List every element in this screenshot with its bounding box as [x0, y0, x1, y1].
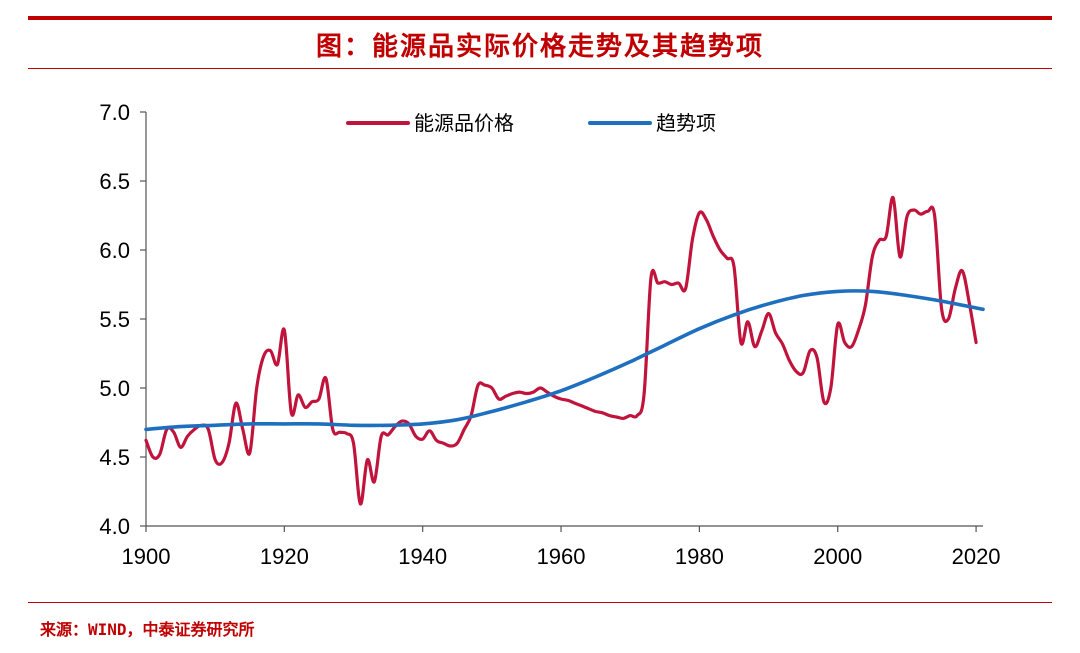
- header-top-rule: [28, 16, 1052, 20]
- y-tick-label: 4.0: [99, 514, 130, 539]
- series-line-1: [144, 195, 978, 506]
- page-title: 图：能源品实际价格走势及其趋势项: [315, 32, 764, 62]
- x-tick-label: 1920: [260, 544, 309, 569]
- x-tick-label: 1900: [122, 544, 171, 569]
- legend-label-series-1: 能源品价格: [414, 111, 514, 135]
- x-tick-label: 1960: [537, 544, 586, 569]
- header-bottom-rule: [28, 68, 1052, 69]
- y-tick-label: 4.5: [99, 445, 130, 470]
- chart-axes: 4.0 4.5 5.0 5.5 6.0 6.5 7.0 1900 1920 1940 1960 198…: [99, 100, 1000, 569]
- chart-legend: 能源品价格 趋势项: [346, 111, 716, 135]
- y-tick-label: 6.5: [99, 169, 130, 194]
- x-tick-label: 1980: [675, 544, 724, 569]
- energy-price-chart: 4.0 4.5 5.0 5.5 6.0 6.5 7.0 1900 1920 1940 1960 198…: [99, 100, 1000, 569]
- x-tick-label: 1940: [398, 544, 447, 569]
- y-tick-label: 5.5: [99, 307, 130, 332]
- legend-label-series-2: 趋势项: [656, 111, 716, 135]
- footer-rule: [28, 602, 1052, 603]
- y-tick-label: 6.0: [99, 238, 130, 263]
- series-line-2: [144, 289, 985, 432]
- source-note: 来源：WIND，中泰证券研究所: [40, 620, 255, 639]
- x-tick-label: 2000: [813, 544, 862, 569]
- y-tick-label: 7.0: [99, 100, 130, 125]
- y-tick-label: 5.0: [99, 376, 130, 401]
- chart-series-layer: [144, 195, 985, 506]
- x-tick-label: 2020: [952, 544, 1001, 569]
